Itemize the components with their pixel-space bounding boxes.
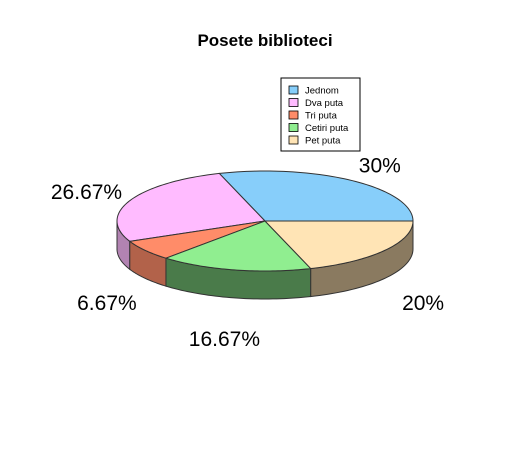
legend-label: Cetiri puta (305, 123, 349, 134)
legend-swatch (288, 123, 299, 132)
pie-sides (116, 220, 414, 300)
legend-label: Dva puta (305, 98, 344, 109)
pie-slice-tri-puta (128, 220, 266, 259)
slice-label: 20% (402, 292, 444, 315)
legend-swatch (288, 85, 299, 95)
slice-label: 30% (359, 155, 401, 178)
slice-label: 16.67% (189, 328, 260, 351)
legend-swatch (288, 135, 299, 145)
slice-labels: 30% 26.67% 6.67% 16.67% 20% (51, 155, 444, 351)
slice-label: 26.67% (51, 181, 122, 204)
legend-swatch (288, 110, 299, 120)
pie-slice-jednom (218, 170, 414, 222)
legend-label: Tri puta (305, 111, 338, 122)
pie-slice-dva-puta (116, 172, 267, 242)
chart-title: Posete biblioteci (197, 31, 332, 50)
pie-slice-pet-puta (263, 220, 414, 270)
slice-label: 6.67% (77, 292, 137, 315)
legend-label: Pet puta (305, 136, 341, 147)
pie-slices (116, 170, 414, 272)
pie-slice-cetiri-puta (164, 220, 312, 272)
legend-swatch (288, 98, 299, 107)
legend-label: Jednom (305, 86, 339, 97)
